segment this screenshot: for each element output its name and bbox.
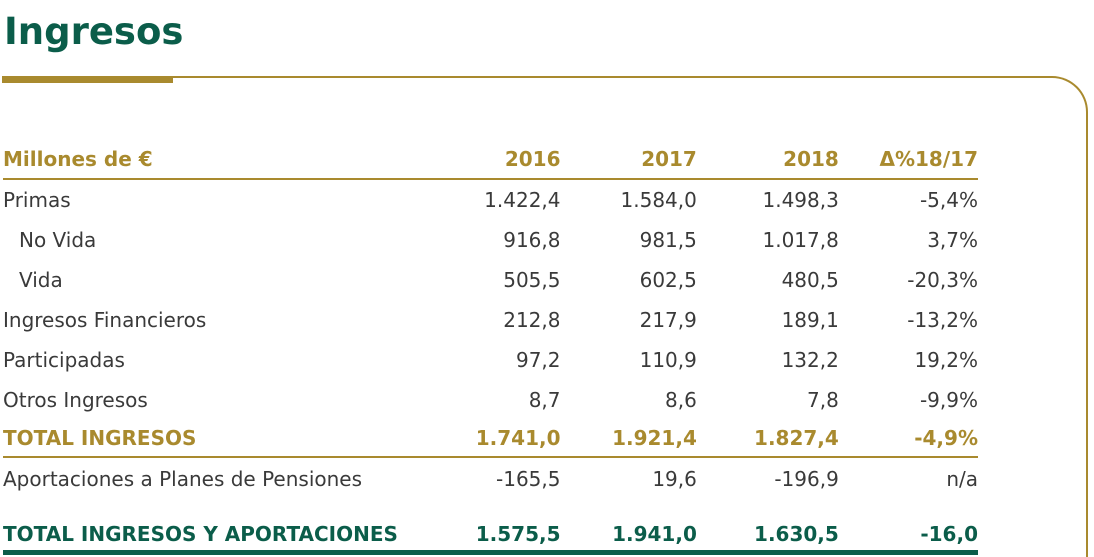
header-2016: 2016 [454,140,561,180]
header-delta: Δ%18/17 [838,140,978,180]
cell-2016: 1.422,4 [484,188,561,212]
cell-2018: 7,8 [807,388,839,412]
cell-2017: 981,5 [639,228,697,252]
cell-2018: 1.498,3 [762,188,839,212]
table-row: Participadas 97,2 110,9 132,2 19,2% [3,340,978,380]
cell-delta: -20,3% [907,268,978,292]
cell-2016: 212,8 [503,308,561,332]
cell-2016: 505,5 [503,268,561,292]
cell-delta: -9,9% [919,388,978,412]
cell-2016: 916,8 [503,228,561,252]
cell-2016: -165,5 [496,467,561,491]
row-label: Primas [3,188,71,212]
table-row: Vida 505,5 602,5 480,5 -20,3% [3,260,978,300]
row-label: Otros Ingresos [3,388,148,412]
cell-2017: 1.921,4 [560,420,697,458]
cell-delta: 3,7% [927,228,978,252]
cell-delta: n/a [946,467,978,491]
title-underline-accent [2,76,173,83]
cell-2016: 1.741,0 [454,420,561,458]
cell-2016: 97,2 [515,348,561,372]
title-underline [173,76,1043,78]
cell-2018: -196,9 [774,467,839,491]
row-label: TOTAL INGRESOS Y APORTACIONES [3,500,455,555]
cell-2017: 602,5 [639,268,697,292]
header-2017: 2017 [560,140,697,180]
cell-2017: 1.941,0 [560,500,697,555]
cell-delta: -4,9% [838,420,978,458]
header-units: Millones de € [3,140,455,180]
total-row: TOTAL INGRESOS 1.741,0 1.921,4 1.827,4 -… [3,420,978,458]
table-row: Otros Ingresos 8,7 8,6 7,8 -9,9% [3,380,978,420]
table-row: Ingresos Financieros 212,8 217,9 189,1 -… [3,300,978,340]
cell-2018: 1.630,5 [696,500,839,555]
cell-delta: -16,0 [838,500,978,555]
header-2018: 2018 [696,140,839,180]
row-label: No Vida [19,228,97,252]
cell-2017: 1.584,0 [620,188,697,212]
cell-2018: 189,1 [781,308,839,332]
cell-2016: 1.575,5 [454,500,561,555]
table-header-row: Millones de € 2016 2017 2018 Δ%18/17 [3,140,978,180]
row-label: Ingresos Financieros [3,308,207,332]
table-row: No Vida 916,8 981,5 1.017,8 3,7% [3,220,978,260]
cell-2017: 217,9 [639,308,697,332]
row-label: Vida [19,268,63,292]
cell-2018: 480,5 [781,268,839,292]
row-label: TOTAL INGRESOS [3,420,455,458]
cell-2018: 1.827,4 [696,420,839,458]
grand-total-row: TOTAL INGRESOS Y APORTACIONES 1.575,5 1.… [3,500,978,555]
cell-2018: 1.017,8 [762,228,839,252]
table-row: Aportaciones a Planes de Pensiones -165,… [3,457,978,500]
cell-2017: 110,9 [639,348,697,372]
row-label: Aportaciones a Planes de Pensiones [3,467,363,491]
cell-2016: 8,7 [528,388,561,412]
income-table: Millones de € 2016 2017 2018 Δ%18/17 Pri… [3,140,978,555]
frame-right-border [1086,120,1088,557]
cell-2018: 132,2 [781,348,839,372]
cell-2017: 19,6 [652,467,697,491]
cell-2017: 8,6 [665,388,697,412]
cell-delta: -5,4% [919,188,978,212]
cell-delta: -13,2% [907,308,978,332]
row-label: Participadas [3,348,125,372]
table-row: Primas 1.422,4 1.584,0 1.498,3 -5,4% [3,179,978,220]
frame-corner [1020,76,1088,138]
cell-delta: 19,2% [914,348,978,372]
page-title: Ingresos [4,10,184,53]
